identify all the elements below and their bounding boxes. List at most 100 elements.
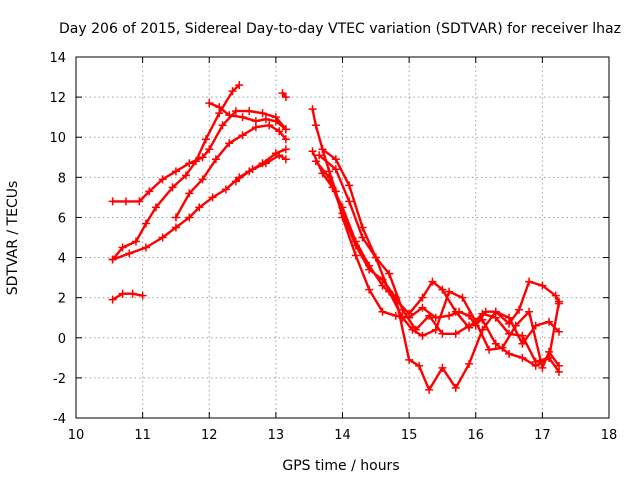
plus-marker [438, 363, 447, 372]
plus-marker [431, 313, 440, 322]
plus-marker [108, 255, 117, 264]
plus-marker [418, 331, 427, 340]
y-tick-label: -2 [53, 372, 66, 387]
plus-marker [385, 287, 394, 296]
plus-marker [351, 241, 360, 250]
plus-marker [281, 155, 290, 164]
plus-marker [458, 293, 467, 302]
plus-marker [281, 135, 290, 144]
plus-marker [118, 289, 127, 298]
plus-marker [378, 307, 387, 316]
plus-marker [451, 329, 460, 338]
plus-marker [128, 289, 137, 298]
series-group [108, 81, 564, 394]
plus-marker [471, 317, 480, 326]
series-track-e [231, 145, 290, 186]
plus-marker [518, 339, 527, 348]
plus-marker [308, 147, 317, 156]
plus-marker [545, 347, 554, 356]
plus-marker [191, 157, 200, 166]
plus-marker [505, 349, 514, 358]
plus-marker [281, 145, 290, 154]
plus-marker [405, 355, 414, 364]
series-line [314, 160, 561, 392]
plus-marker [135, 197, 144, 206]
plus-marker [211, 155, 220, 164]
plus-marker [238, 113, 247, 122]
plus-marker [231, 177, 240, 186]
plus-marker [171, 223, 180, 232]
plus-marker [428, 277, 437, 286]
plus-marker [215, 103, 224, 112]
x-tick-label: 13 [268, 428, 285, 443]
plus-marker [198, 175, 207, 184]
plus-marker [171, 213, 180, 222]
y-tick-label: -4 [53, 412, 66, 427]
series-line [111, 292, 144, 301]
plus-marker [261, 115, 270, 124]
x-tick-label: 17 [534, 428, 551, 443]
plus-marker [358, 233, 367, 242]
plus-marker [318, 145, 327, 154]
series-line [234, 148, 288, 183]
plus-marker [351, 251, 360, 260]
plus-marker [225, 139, 234, 148]
plus-marker [198, 153, 207, 162]
plus-marker [235, 81, 244, 90]
plus-marker [515, 305, 524, 314]
plus-marker [311, 121, 320, 130]
plus-marker [205, 145, 214, 154]
x-tick-label: 16 [467, 428, 484, 443]
plus-marker [425, 385, 434, 394]
plus-marker [445, 287, 454, 296]
y-tick-label: 4 [58, 252, 66, 267]
plus-marker [465, 321, 474, 330]
x-axis-label: GPS time / hours [282, 458, 399, 474]
plus-marker [245, 107, 254, 116]
plus-marker [258, 159, 267, 168]
plus-marker [308, 105, 317, 114]
plus-marker [345, 197, 354, 206]
plus-marker [201, 135, 210, 144]
plus-marker [555, 327, 564, 336]
y-tick-label: 8 [58, 171, 66, 186]
plus-marker [365, 285, 374, 294]
series-track-h [278, 89, 290, 102]
ticks: 10 11 12 13 14 15 16 17 18 -4 -2 0 2 4 6 8 10 12 14 [49, 51, 617, 443]
plus-marker [251, 117, 260, 126]
plus-marker [311, 157, 320, 166]
plus-marker [491, 307, 500, 316]
plus-marker [525, 307, 534, 316]
plus-marker [418, 293, 427, 302]
series-line [321, 148, 561, 370]
plus-marker [408, 325, 417, 334]
plus-marker [158, 175, 167, 184]
plus-marker [538, 363, 547, 372]
plus-marker [265, 121, 274, 130]
plus-marker [465, 359, 474, 368]
plus-marker [511, 321, 520, 330]
plus-marker [281, 125, 290, 134]
plus-marker [498, 343, 507, 352]
plus-marker [218, 121, 227, 130]
y-tick-label: 12 [49, 91, 66, 106]
plus-marker [398, 305, 407, 314]
plus-marker [228, 87, 237, 96]
plus-marker [425, 311, 434, 320]
plus-marker [538, 281, 547, 290]
plus-marker [555, 361, 564, 370]
plus-marker [278, 89, 287, 98]
plus-marker [385, 269, 394, 278]
series-track-g [108, 289, 147, 304]
plus-marker [141, 219, 150, 228]
plus-marker [275, 127, 284, 136]
x-tick-label: 15 [401, 428, 418, 443]
plus-marker [478, 315, 487, 324]
plus-marker [371, 253, 380, 262]
series-track-f [205, 99, 290, 134]
plus-marker [505, 313, 514, 322]
plus-marker [338, 209, 347, 218]
plus-marker [438, 285, 447, 294]
plus-marker [185, 159, 194, 168]
